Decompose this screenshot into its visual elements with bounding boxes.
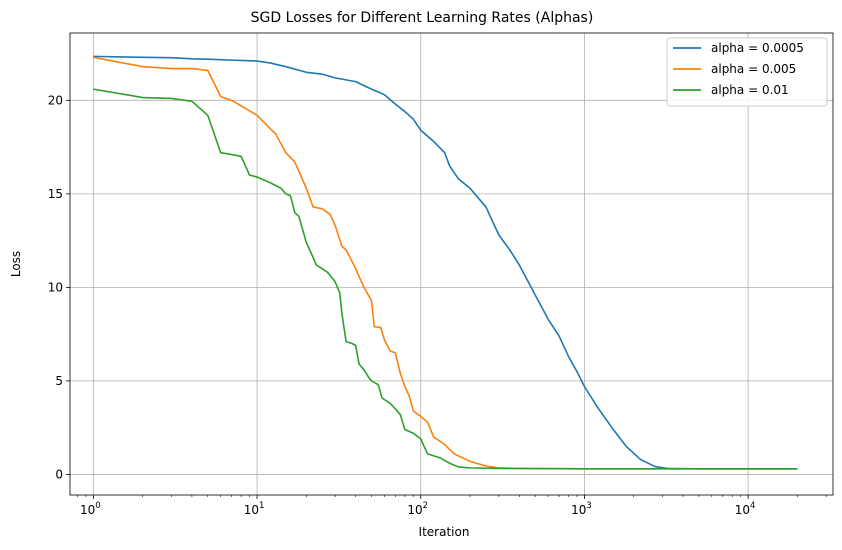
series-line-1 [93, 55, 798, 470]
legend-box [666, 37, 828, 107]
x-tick-label: 101 [244, 501, 265, 517]
y-axis-label: Loss [9, 251, 23, 277]
x-tick-labels: 100 101 102 103 104 [80, 501, 755, 517]
series-line-3 [93, 88, 798, 470]
legend-label: alpha = 0.01 [711, 83, 789, 97]
x-tick-label: 103 [571, 501, 592, 517]
legend: alpha = 0.0005 alpha = 0.005 alpha = 0.01 [666, 37, 828, 107]
y-tick-label: 10 [48, 280, 63, 294]
y-tick-label: 0 [55, 467, 63, 481]
y-tick-label: 5 [55, 374, 63, 388]
y-tick-labels: 0 5 10 15 20 [48, 93, 63, 481]
chart-title: SGD Losses for Different Learning Rates … [251, 10, 594, 26]
x-tick-label: 100 [80, 501, 101, 517]
x-tick-label: 104 [735, 501, 756, 517]
y-tick-label: 15 [48, 187, 63, 201]
series-line-2 [93, 56, 798, 470]
axis-ticks [66, 99, 827, 499]
y-tick-label: 20 [48, 93, 63, 107]
series-lines [93, 55, 798, 470]
legend-label: alpha = 0.005 [711, 62, 796, 76]
x-axis-label: Iteration [419, 525, 470, 539]
plot-frame [69, 32, 834, 496]
legend-label: alpha = 0.0005 [711, 41, 804, 55]
x-tick-label: 102 [407, 501, 428, 517]
